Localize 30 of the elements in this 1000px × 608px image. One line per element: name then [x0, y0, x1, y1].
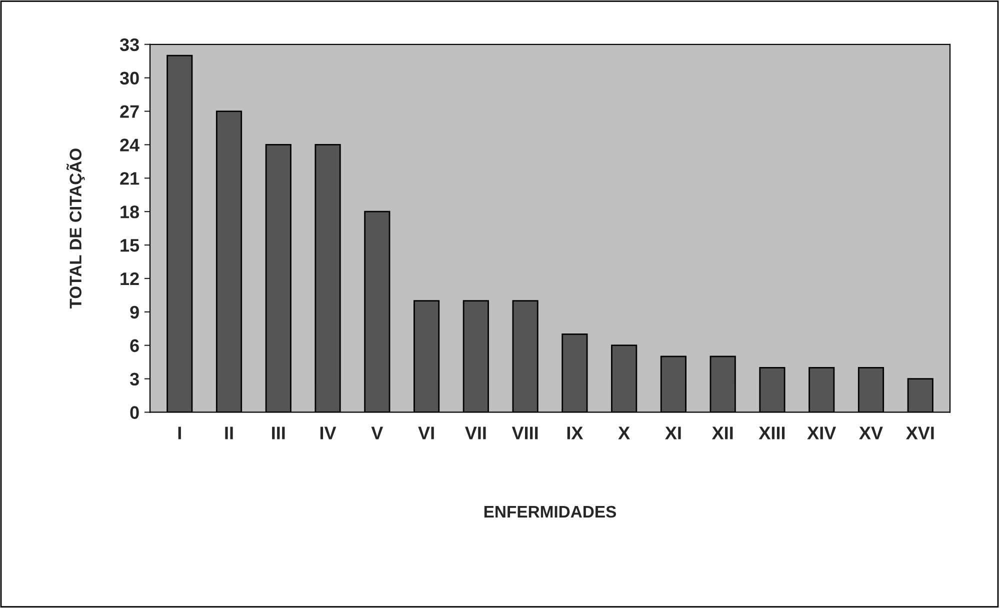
x-tick-label: VII — [465, 426, 486, 440]
x-tick-label: V — [371, 426, 384, 440]
y-tick-label: 0 — [130, 406, 139, 419]
y-tick-label: 12 — [120, 272, 139, 286]
x-tick-label: I — [178, 426, 181, 440]
y-tick-label: 3 — [130, 372, 139, 386]
y-tick-label: 6 — [130, 339, 139, 352]
x-tick-label: XVI — [906, 426, 934, 440]
x-tick-label: XV — [859, 426, 883, 440]
x-tick-label: II — [225, 426, 233, 440]
y-tick-label: 18 — [120, 206, 140, 218]
x-tick-label: X — [618, 426, 630, 440]
x-tick-label: XIV — [807, 426, 836, 440]
x-tick-label: IV — [320, 426, 336, 440]
y-tick-label: 9 — [130, 306, 139, 319]
x-tick-label: III — [272, 426, 285, 440]
y-tick-label: 30 — [120, 72, 139, 85]
y-tick-label: 21 — [120, 172, 140, 185]
x-tick-label: XIII — [758, 426, 785, 440]
x-tick-label: XII — [712, 426, 733, 440]
x-tick-label: VI — [418, 426, 434, 440]
y-axis-title: TOTAL DE CITAÇÃO — [66, 148, 85, 309]
x-tick-label: VIII — [512, 426, 538, 440]
y-tick-label: 33 — [120, 38, 139, 52]
y-tick-label: 27 — [120, 105, 139, 118]
x-axis-title: ENFERMIDADES — [484, 506, 616, 518]
y-tick-label: 15 — [120, 239, 140, 252]
x-tick-label: IX — [567, 426, 584, 440]
x-tick-label: XI — [665, 426, 681, 440]
y-tick-label: 24 — [120, 138, 140, 152]
